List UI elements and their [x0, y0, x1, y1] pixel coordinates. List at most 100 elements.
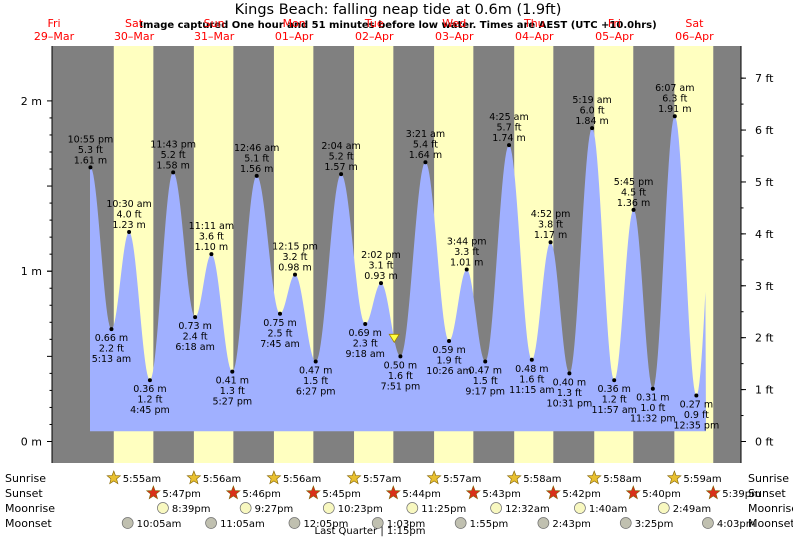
sunset-icon: [225, 485, 241, 500]
tide-time-label: 5:13 am: [92, 354, 131, 365]
tide-time-label: 9:18 am: [345, 349, 384, 360]
sunrise-time: 5:56am: [283, 474, 321, 485]
tide-height-ft-label: 1.3 ft: [220, 386, 245, 397]
high-tide-point: [127, 230, 132, 235]
sunrise-icon: [266, 470, 282, 485]
day-of-week-label: Tue: [364, 17, 384, 30]
tide-height-ft-label: 5.1 ft: [244, 153, 269, 164]
sunset-time: 5:46pm: [242, 489, 281, 500]
sunrise-icon: [586, 470, 602, 485]
sunset-icon: [385, 485, 401, 500]
low-tide-point: [612, 378, 617, 383]
y-right-tick-label: 7 ft: [755, 72, 774, 85]
sunrise-row-label-left: Sunrise: [5, 472, 46, 485]
day-date-label: 03–Apr: [435, 30, 474, 43]
tide-time-label: 12:15 pm: [272, 242, 318, 253]
tide-height-m-label: 0.36 m: [133, 384, 166, 395]
tide-time-label: 3:44 pm: [447, 236, 487, 247]
moonrise-row-label-left: Moonrise: [5, 502, 55, 515]
sunrise-time: 5:57am: [363, 474, 401, 485]
moonset-icon: [702, 517, 714, 529]
tide-height-m-label: 0.50 m: [384, 360, 417, 371]
moon-phase-label: Last Quarter | 1:15pm: [315, 526, 426, 537]
tide-height-m-label: 1.36 m: [617, 198, 650, 209]
sunset-time: 5:44pm: [402, 489, 441, 500]
tide-height-ft-label: 1.5 ft: [473, 376, 498, 387]
day-of-week-label: Sun: [204, 17, 225, 30]
tide-height-m-label: 0.69 m: [348, 328, 381, 339]
tide-height-ft-label: 1.5 ft: [303, 376, 328, 387]
tide-time-label: 5:27 pm: [212, 397, 252, 408]
sunrise-icon: [506, 470, 522, 485]
sunrise-time: 5:58am: [603, 474, 641, 485]
tide-height-m-label: 0.47 m: [299, 365, 332, 376]
tide-time-label: 11:32 pm: [630, 414, 676, 425]
low-tide-point: [398, 354, 403, 359]
tide-height-ft-label: 2.5 ft: [267, 328, 292, 339]
moonrise-time: 12:32am: [505, 504, 550, 515]
tide-height-m-label: 0.40 m: [553, 377, 586, 388]
moonset-time: 3:25pm: [635, 519, 674, 530]
tide-labels: 10:55 pm5.3 ft1.61 m 0.66 m2.2 ft5:13 am 1…: [68, 83, 720, 431]
tide-time-label: 5:45 pm: [614, 177, 654, 188]
sunset-time: 5:45pm: [322, 489, 361, 500]
tide-time-label: 10:30 am: [106, 199, 151, 210]
tide-height-ft-label: 1.9 ft: [437, 356, 462, 367]
moonset-time: 1:55pm: [470, 519, 509, 530]
high-tide-point: [379, 281, 384, 286]
tide-time-label: 11:57 am: [591, 405, 636, 416]
tide-time-label: 10:31 pm: [547, 398, 593, 409]
moonrise-time: 2:49am: [673, 504, 711, 515]
moonset-icon: [537, 517, 550, 529]
moonrise-row-label-right: Moonrise: [748, 502, 793, 515]
moonset-time: 11:05am: [220, 519, 265, 530]
tide-height-m-label: 1.17 m: [534, 230, 567, 241]
tide-time-label: 4:45 pm: [130, 405, 170, 416]
tide-height-m-label: 1.74 m: [492, 133, 525, 144]
sunset-time: 5:40pm: [642, 489, 681, 500]
sunrise-icon: [186, 470, 202, 485]
day-date-label: 06–Apr: [675, 30, 714, 43]
tide-time-label: 4:52 pm: [531, 209, 571, 220]
sunrise-time: 5:56am: [203, 474, 241, 485]
day-of-week-label: Fri: [47, 17, 60, 30]
moonrise-icon: [406, 502, 419, 514]
moonset-icon: [288, 517, 301, 529]
day-of-week-label: Fri: [608, 17, 621, 30]
high-tide-point: [423, 160, 428, 165]
tide-time-label: 4:25 am: [489, 112, 528, 123]
tide-time-label: 3:21 am: [406, 129, 445, 140]
low-tide-point: [447, 339, 452, 344]
sunset-icon: [625, 485, 641, 500]
sunrise-icon: [106, 470, 122, 485]
moonset-time: 10:05am: [137, 519, 182, 530]
tide-time-label: 9:17 pm: [465, 386, 505, 397]
y-left-tick-label: 1 m: [21, 265, 42, 278]
tide-time-label: 11:11 am: [189, 221, 234, 232]
current-tide-marker: [388, 333, 400, 344]
tide-time-label: 11:43 pm: [150, 139, 196, 150]
chart-title: Kings Beach: falling neap tide at 0.6m (…: [235, 2, 562, 18]
moonset-icon: [205, 517, 217, 529]
tide-height-ft-label: 3.3 ft: [454, 247, 479, 258]
y-right-tick-label: 2 ft: [755, 332, 774, 345]
moonset-time: 1:03pm: [387, 519, 426, 530]
moonset-time: 2:43pm: [552, 519, 591, 530]
moonset-icon: [454, 517, 467, 529]
moonset-time: 4:03pm: [717, 519, 756, 530]
day-date-label: 30–Mar: [114, 30, 155, 43]
moonset-time: 12:05pm: [303, 519, 348, 530]
tide-height-ft-label: 4.0 ft: [117, 210, 142, 221]
low-tide-point: [363, 321, 368, 326]
sunset-row-label-left: Sunset: [5, 487, 43, 500]
tide-time-label: 10:26 am: [426, 366, 471, 377]
moonset-icon: [121, 517, 134, 529]
tide-height-m-label: 1.64 m: [409, 150, 442, 161]
y-right-tick-label: 4 ft: [755, 228, 774, 241]
moonset-icon: [371, 517, 384, 529]
moonrise-icon: [490, 502, 502, 514]
tide-height-m-label: 0.48 m: [515, 364, 548, 375]
moonrise-icon: [322, 502, 335, 514]
y-right-tick-label: 0 ft: [755, 436, 774, 449]
tide-height-ft-label: 6.0 ft: [580, 106, 605, 117]
